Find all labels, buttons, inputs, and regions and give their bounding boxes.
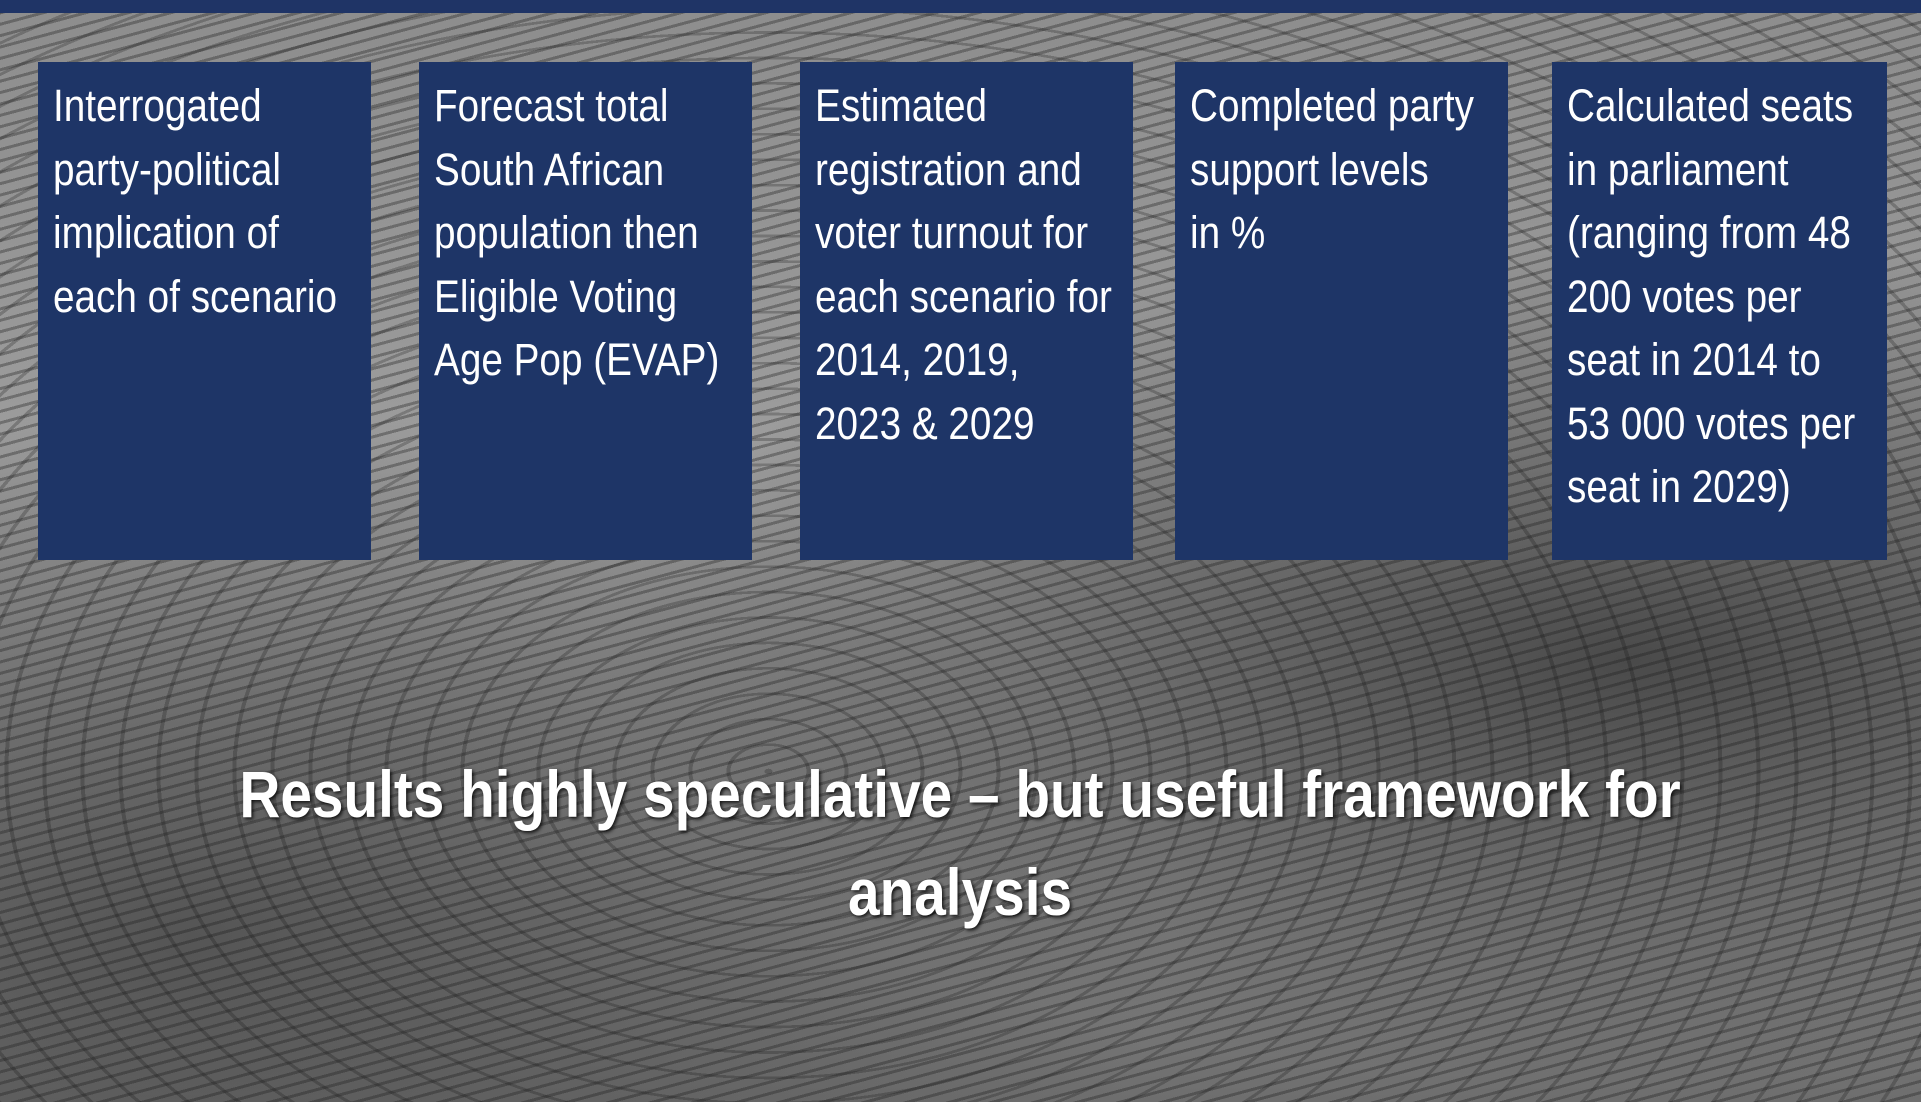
info-box: Interrogated party-political implication o…	[38, 62, 371, 560]
text-line: Estimated	[815, 80, 988, 131]
text-line: each of scenario	[53, 270, 337, 322]
box-text: Interrogated party-political implication o…	[53, 74, 337, 328]
text-line: population then	[434, 207, 699, 258]
text-line: 2023 & 2029	[815, 397, 1035, 449]
info-box: Calculated seats in parliament (ranging fr…	[1552, 62, 1887, 560]
caption-line: analysis	[848, 855, 1073, 929]
box-text: Calculated seats in parliament (ranging fr…	[1567, 74, 1856, 519]
text-line: support levels	[1190, 143, 1429, 195]
text-line: implication of	[53, 207, 279, 258]
text-line: in parliament	[1567, 143, 1789, 195]
top-bar	[0, 0, 1921, 13]
text-line: each scenario for	[815, 270, 1112, 322]
text-line: seat in 2014 to	[1567, 334, 1821, 385]
text-line: 200 votes per	[1567, 270, 1802, 322]
text-line: party-political	[53, 143, 281, 195]
text-line: South African	[434, 143, 665, 195]
box-text: Estimated registration and voter turnout f…	[815, 74, 1112, 455]
info-box: Completed party support levels in %	[1175, 62, 1508, 560]
text-line: Eligible Voting	[434, 270, 678, 322]
info-box: Forecast total South African population th…	[419, 62, 752, 560]
box-text: Forecast total South African population th…	[434, 74, 720, 392]
text-line: Interrogated	[53, 80, 262, 131]
text-line: Forecast total	[434, 80, 669, 131]
caption-text: Results highly speculative – but useful …	[240, 745, 1681, 941]
text-line: 2014, 2019,	[815, 334, 1020, 385]
text-line: Completed party	[1190, 80, 1474, 131]
text-line: 53 000 votes per	[1567, 397, 1856, 449]
text-line: Calculated seats	[1567, 80, 1854, 131]
text-line: (ranging from 48	[1567, 207, 1851, 258]
caption: Results highly speculative – but useful …	[0, 745, 1921, 941]
caption-line: Results highly speculative – but useful …	[239, 757, 1682, 831]
text-line: registration and	[815, 143, 1082, 195]
text-line: in %	[1190, 207, 1266, 258]
text-line: voter turnout for	[815, 207, 1089, 258]
box-text: Completed party support levels in %	[1190, 74, 1474, 265]
text-line: seat in 2029)	[1567, 461, 1791, 512]
info-box: Estimated registration and voter turnout f…	[800, 62, 1133, 560]
text-line: Age Pop (EVAP)	[434, 334, 720, 385]
